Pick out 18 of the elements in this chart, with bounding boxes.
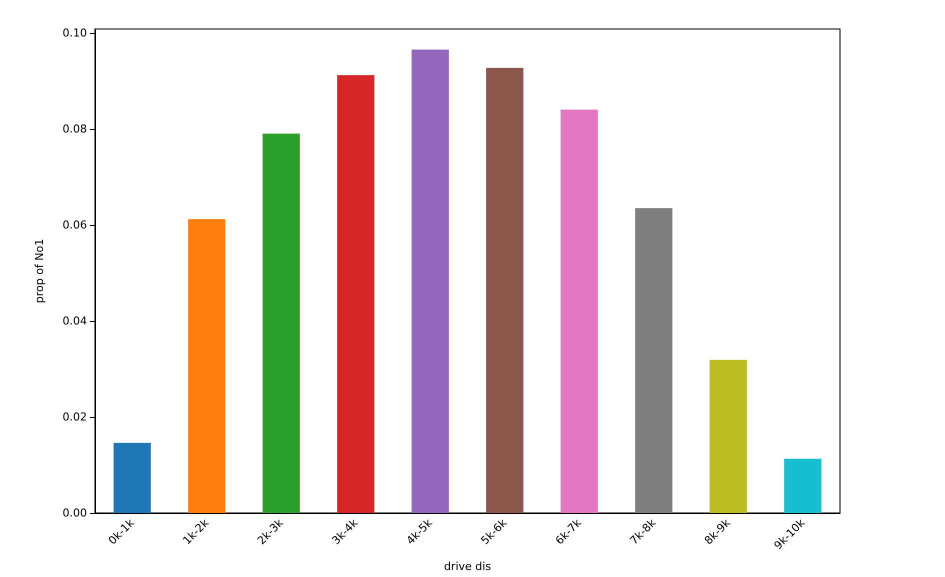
y-tick-label: 0.10 — [62, 26, 87, 40]
bar — [337, 75, 374, 513]
y-axis-title: prop of No1 — [33, 238, 46, 304]
y-tick-label: 0.08 — [62, 122, 87, 136]
y-tick-label: 0.00 — [62, 506, 87, 520]
y-tick-label: 0.06 — [62, 218, 87, 232]
bar — [114, 442, 151, 513]
y-tick-label: 0.04 — [62, 314, 87, 328]
bar — [412, 50, 449, 513]
bar — [710, 360, 747, 513]
bar — [262, 134, 300, 513]
bar — [486, 68, 524, 513]
bar — [188, 219, 226, 513]
y-tick-label: 0.02 — [62, 410, 87, 424]
bar — [635, 208, 672, 513]
bar — [560, 110, 598, 513]
x-axis-title: drive dis — [444, 560, 492, 573]
bar — [784, 458, 822, 513]
